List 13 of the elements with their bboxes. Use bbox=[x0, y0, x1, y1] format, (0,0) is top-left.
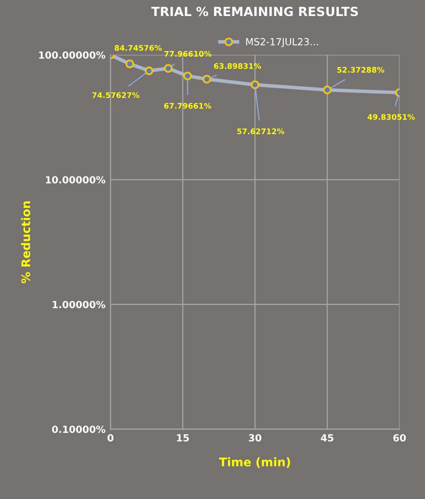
y-tick-label: 10.00000% bbox=[46, 176, 106, 184]
y-tick-label: 100.00000% bbox=[39, 51, 106, 59]
chart-title: TRIAL % REMAINING RESULTS bbox=[151, 6, 358, 16]
y-tick-label: 1.00000% bbox=[52, 300, 106, 308]
x-tick-label: 0 bbox=[108, 434, 114, 442]
x-tick-label: 60 bbox=[393, 434, 406, 442]
y-tick-label: 0.10000% bbox=[52, 426, 106, 433]
x-axis-title: Time (min) bbox=[219, 457, 290, 468]
x-tick-label: 15 bbox=[177, 434, 189, 442]
x-tick-label: 45 bbox=[320, 434, 334, 442]
x-tick-label: 30 bbox=[248, 434, 262, 442]
legend-label: MS2-17JUL23... bbox=[246, 38, 318, 48]
y-axis-title: % Reduction bbox=[21, 201, 30, 284]
